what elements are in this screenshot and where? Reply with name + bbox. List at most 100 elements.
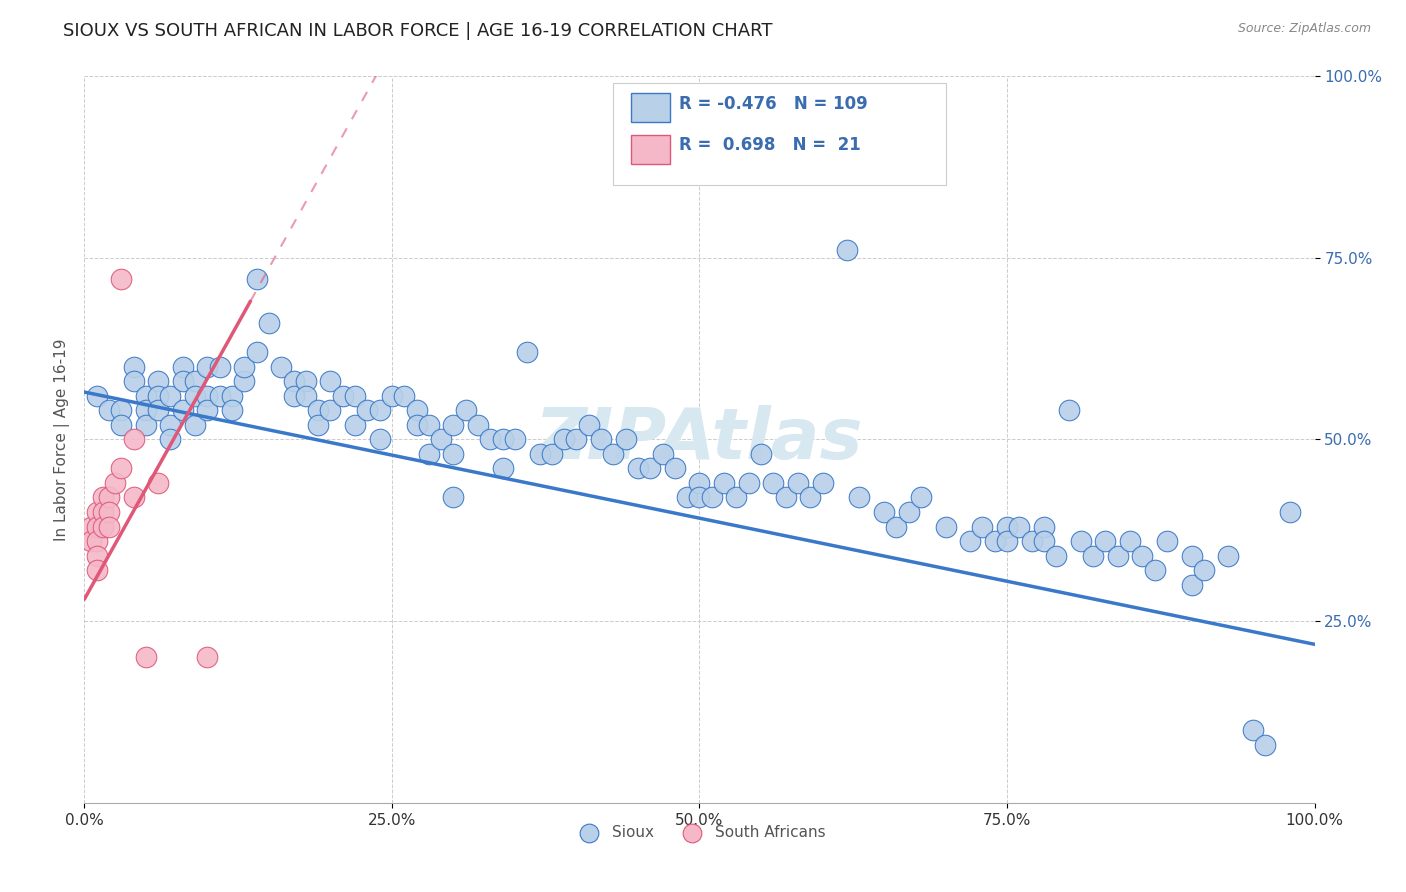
Point bbox=[319, 374, 342, 388]
Point bbox=[197, 389, 219, 403]
Point bbox=[1254, 738, 1277, 752]
Point bbox=[516, 345, 538, 359]
Point bbox=[172, 403, 194, 417]
Point bbox=[381, 389, 404, 403]
Text: R =  0.698   N =  21: R = 0.698 N = 21 bbox=[679, 136, 860, 154]
Point bbox=[172, 359, 194, 374]
Point bbox=[233, 374, 256, 388]
Point bbox=[640, 461, 662, 475]
FancyBboxPatch shape bbox=[613, 83, 946, 185]
Point bbox=[135, 389, 157, 403]
Point bbox=[148, 403, 170, 417]
Text: Source: ZipAtlas.com: Source: ZipAtlas.com bbox=[1237, 22, 1371, 36]
Point bbox=[98, 403, 120, 417]
Point bbox=[995, 534, 1018, 549]
Point bbox=[197, 403, 219, 417]
Point bbox=[344, 389, 367, 403]
Point bbox=[270, 359, 292, 374]
Point bbox=[676, 491, 699, 505]
Point bbox=[1094, 534, 1116, 549]
Point bbox=[184, 417, 207, 432]
Point bbox=[651, 447, 673, 461]
Point bbox=[197, 359, 219, 374]
Point bbox=[98, 491, 120, 505]
Point bbox=[738, 475, 761, 490]
Point bbox=[418, 447, 440, 461]
Point bbox=[492, 432, 515, 446]
Point bbox=[283, 374, 305, 388]
Point bbox=[233, 359, 256, 374]
Point bbox=[565, 432, 588, 446]
Point bbox=[972, 519, 994, 533]
Point bbox=[1218, 549, 1240, 563]
Point bbox=[135, 403, 157, 417]
Point bbox=[246, 272, 269, 286]
Point bbox=[995, 519, 1018, 533]
Point bbox=[283, 389, 305, 403]
Point bbox=[110, 461, 132, 475]
Point bbox=[492, 461, 515, 475]
Point bbox=[935, 519, 957, 533]
Text: R = -0.476   N = 109: R = -0.476 N = 109 bbox=[679, 95, 868, 113]
Point bbox=[454, 403, 477, 417]
Point bbox=[110, 417, 132, 432]
Point bbox=[1057, 403, 1080, 417]
Point bbox=[614, 432, 637, 446]
Text: SIOUX VS SOUTH AFRICAN IN LABOR FORCE | AGE 16-19 CORRELATION CHART: SIOUX VS SOUTH AFRICAN IN LABOR FORCE | … bbox=[63, 22, 773, 40]
Point bbox=[91, 505, 114, 519]
Point bbox=[503, 432, 526, 446]
Point bbox=[713, 475, 735, 490]
Point bbox=[1143, 563, 1166, 577]
Point bbox=[368, 432, 391, 446]
Point bbox=[959, 534, 981, 549]
Point bbox=[1181, 549, 1204, 563]
Point bbox=[91, 519, 114, 533]
Point bbox=[1021, 534, 1043, 549]
Point bbox=[1192, 563, 1215, 577]
Point bbox=[811, 475, 834, 490]
Point bbox=[159, 389, 181, 403]
Point bbox=[1156, 534, 1178, 549]
Point bbox=[221, 389, 243, 403]
Point bbox=[1008, 519, 1031, 533]
Point bbox=[86, 534, 108, 549]
Point bbox=[394, 389, 416, 403]
Point bbox=[159, 417, 181, 432]
Point bbox=[110, 272, 132, 286]
Point bbox=[443, 491, 465, 505]
Point bbox=[110, 403, 132, 417]
Point bbox=[725, 491, 748, 505]
Point bbox=[98, 505, 120, 519]
Point bbox=[443, 447, 465, 461]
Point bbox=[86, 563, 108, 577]
FancyBboxPatch shape bbox=[631, 135, 671, 164]
Point bbox=[135, 650, 157, 665]
Point bbox=[749, 447, 772, 461]
Point bbox=[86, 519, 108, 533]
Point bbox=[86, 389, 108, 403]
Point bbox=[984, 534, 1007, 549]
Point bbox=[541, 447, 564, 461]
Point bbox=[627, 461, 650, 475]
Point bbox=[1107, 549, 1129, 563]
Point bbox=[344, 417, 367, 432]
Point bbox=[418, 417, 440, 432]
Point bbox=[135, 417, 157, 432]
Point bbox=[443, 417, 465, 432]
FancyBboxPatch shape bbox=[631, 94, 671, 122]
Point bbox=[664, 461, 686, 475]
Point bbox=[172, 374, 194, 388]
Point bbox=[122, 374, 145, 388]
Point bbox=[332, 389, 354, 403]
Point bbox=[897, 505, 920, 519]
Point bbox=[1033, 519, 1056, 533]
Point bbox=[848, 491, 870, 505]
Point bbox=[873, 505, 896, 519]
Point bbox=[208, 389, 231, 403]
Point bbox=[799, 491, 821, 505]
Point bbox=[122, 432, 145, 446]
Point bbox=[479, 432, 502, 446]
Point bbox=[1181, 578, 1204, 592]
Point bbox=[467, 417, 489, 432]
Point bbox=[221, 403, 243, 417]
